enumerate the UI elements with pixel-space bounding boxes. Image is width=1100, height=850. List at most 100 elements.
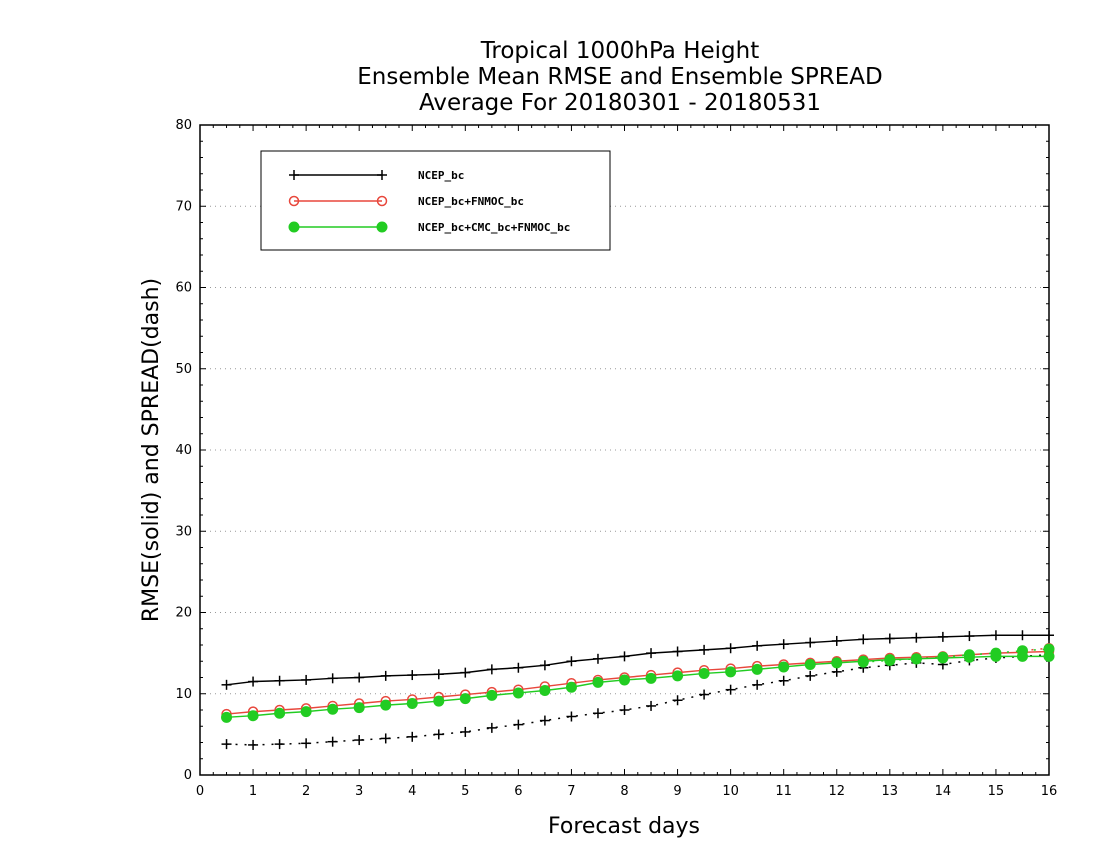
x-tick-label: 7 — [567, 784, 575, 799]
x-tick-label: 6 — [514, 784, 522, 799]
rmse-point — [619, 651, 630, 662]
spread-point — [460, 726, 471, 737]
spread-point — [672, 695, 683, 706]
title-line-2: Ensemble Mean RMSE and Ensemble SPREAD — [357, 64, 882, 90]
rmse-point — [486, 664, 497, 675]
rmse-point — [354, 672, 365, 683]
spread-point — [486, 722, 497, 733]
rmse-point — [964, 631, 975, 642]
legend-label-0: NCEP_bc — [418, 169, 464, 182]
rmse-point — [752, 640, 763, 651]
legend-marker — [289, 170, 299, 180]
rmse-point — [300, 706, 312, 718]
x-tick-label: 2 — [302, 784, 310, 799]
spread-point — [354, 735, 365, 746]
spread-point — [539, 715, 550, 726]
y-axis-label: RMSE(solid) and SPREAD(dash) — [139, 278, 164, 622]
rmse-line-0 — [226, 634, 1049, 686]
rmse-point — [725, 666, 737, 678]
rmse-point — [1017, 630, 1028, 641]
y-tick-label: 20 — [175, 606, 192, 621]
rmse-point — [831, 657, 843, 669]
chart-title: Tropical 1000hPa Height Ensemble Mean RM… — [357, 38, 882, 116]
series-0 — [221, 630, 1054, 750]
rmse-point — [486, 689, 498, 701]
rmse-point — [565, 681, 577, 693]
legend-marker — [376, 195, 388, 207]
series-group — [221, 630, 1055, 750]
series-2 — [221, 643, 1055, 723]
y-tick-label: 40 — [175, 443, 192, 458]
rmse-point — [301, 674, 312, 685]
y-tick-label: 30 — [175, 524, 192, 539]
spread-line-0 — [226, 654, 1050, 746]
x-tick-label: 0 — [196, 784, 204, 799]
rmse-point — [274, 707, 286, 719]
x-tick-label: 1 — [249, 784, 257, 799]
rmse-point — [1016, 650, 1028, 662]
rmse-point — [831, 635, 842, 646]
spread-point — [380, 733, 391, 744]
legend-label-2: NCEP_bc+CMC_bc+FNMOC_bc — [418, 221, 570, 234]
rmse-point — [646, 648, 657, 659]
rmse-point — [327, 703, 339, 715]
spread-point — [646, 700, 657, 711]
spread-point — [407, 731, 418, 742]
rmse-point — [566, 656, 577, 667]
rmse-point — [221, 679, 232, 690]
rmse-point — [699, 644, 710, 655]
rmse-point — [858, 634, 869, 645]
rmse-point — [963, 651, 975, 663]
rmse-point — [274, 675, 285, 686]
spread-point — [831, 666, 842, 677]
legend-marker — [377, 170, 387, 180]
rmse-point — [937, 652, 949, 664]
spread-point — [433, 729, 444, 740]
rmse-point — [698, 667, 710, 679]
spread-point — [566, 711, 577, 722]
rmse-point — [1043, 650, 1055, 662]
rmse-point — [672, 670, 684, 682]
spread-point — [725, 684, 736, 695]
rmse-point — [592, 676, 604, 688]
rmse-line-1 — [226, 650, 1050, 715]
y-tick-label: 0 — [184, 768, 192, 783]
spread-point — [752, 679, 763, 690]
legend-label-1: NCEP_bc+FNMOC_bc — [418, 195, 524, 208]
x-tick-label: 5 — [461, 784, 469, 799]
spread-point — [778, 675, 789, 686]
spread-point — [221, 739, 232, 750]
rmse-point — [672, 646, 683, 657]
rmse-point — [884, 633, 895, 644]
legend-marker — [288, 195, 300, 207]
x-tick-label: 10 — [722, 784, 739, 799]
rmse-point — [512, 687, 524, 699]
x-tick-label: 16 — [1041, 784, 1058, 799]
spread-point — [248, 739, 259, 750]
rmse-point — [725, 643, 736, 654]
rmse-point — [539, 685, 551, 696]
x-tick-label: 14 — [935, 784, 952, 799]
x-tick-label: 12 — [828, 784, 845, 799]
y-tick-label: 60 — [175, 281, 192, 296]
rmse-point — [645, 672, 657, 684]
rmse-point — [751, 663, 763, 675]
rmse-point — [406, 698, 418, 709]
y-tick-label: 70 — [175, 199, 192, 214]
x-tick-label: 3 — [355, 784, 363, 799]
spread-point — [699, 689, 710, 700]
rmse-point — [805, 637, 816, 648]
spread-point — [805, 670, 816, 681]
x-tick-label: 4 — [408, 784, 416, 799]
rmse-point — [460, 667, 471, 678]
x-tick-label: 13 — [882, 784, 899, 799]
rmse-point — [221, 711, 233, 723]
spread-point — [513, 719, 524, 730]
rmse-point — [592, 653, 603, 664]
rmse-point — [327, 673, 338, 684]
rmse-point — [778, 639, 789, 650]
rmse-point — [884, 654, 896, 666]
rmse-point — [539, 660, 550, 671]
spread-point — [592, 708, 603, 719]
legend-marker — [376, 221, 388, 233]
